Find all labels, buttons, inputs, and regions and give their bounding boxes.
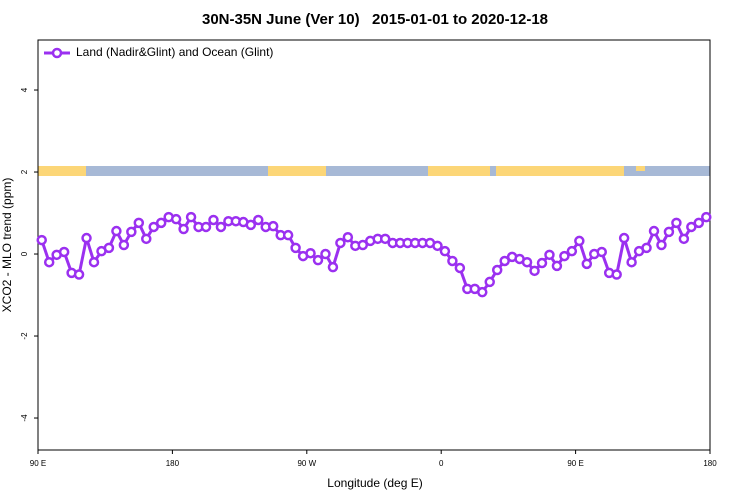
point bbox=[36, 234, 47, 246]
point bbox=[671, 217, 682, 229]
point bbox=[126, 226, 137, 238]
point bbox=[81, 232, 92, 244]
point bbox=[200, 221, 212, 233]
point bbox=[320, 248, 331, 260]
plot-frame bbox=[37, 39, 711, 451]
point bbox=[499, 255, 510, 267]
point bbox=[529, 265, 540, 277]
point bbox=[155, 217, 167, 229]
point bbox=[701, 211, 712, 223]
y-tick-label: -2 bbox=[20, 332, 29, 340]
point bbox=[454, 262, 466, 274]
point bbox=[178, 223, 189, 235]
point bbox=[357, 239, 369, 251]
y-tick-label: -4 bbox=[20, 414, 29, 422]
series-line bbox=[40, 215, 708, 294]
point bbox=[327, 261, 339, 273]
point bbox=[581, 258, 593, 270]
x-axis-label: Longitude (deg E) bbox=[327, 476, 422, 490]
y-tick-label: 4 bbox=[20, 87, 29, 92]
point bbox=[648, 225, 660, 237]
legend-marker bbox=[51, 47, 63, 59]
point bbox=[290, 242, 301, 254]
land-mask bbox=[38, 166, 710, 176]
point bbox=[574, 235, 585, 247]
point bbox=[566, 245, 578, 257]
y-tick-label: 0 bbox=[20, 251, 29, 256]
point bbox=[432, 240, 443, 252]
land-band bbox=[636, 166, 645, 171]
point bbox=[133, 217, 145, 229]
point bbox=[618, 232, 630, 244]
point bbox=[118, 239, 130, 251]
point bbox=[544, 249, 555, 261]
x-tick-label: 180 bbox=[703, 459, 717, 468]
point bbox=[521, 256, 533, 268]
point bbox=[103, 242, 115, 254]
point bbox=[43, 256, 55, 268]
x-tick-label: 180 bbox=[166, 459, 180, 468]
point bbox=[439, 245, 451, 257]
point bbox=[111, 225, 122, 237]
x-tick-label: 0 bbox=[439, 459, 444, 468]
point bbox=[536, 257, 548, 269]
x-tick-label: 90 W bbox=[297, 459, 316, 468]
point bbox=[596, 246, 607, 258]
point bbox=[611, 269, 622, 280]
ocean-band bbox=[38, 166, 710, 176]
point bbox=[282, 229, 294, 241]
point bbox=[88, 256, 100, 268]
point bbox=[484, 276, 495, 288]
land-band bbox=[268, 166, 326, 176]
legend-label: Land (Nadir&Glint) and Ocean (Glint) bbox=[76, 45, 273, 59]
land-band bbox=[38, 166, 86, 176]
point bbox=[312, 254, 324, 266]
point bbox=[305, 247, 316, 259]
point bbox=[678, 233, 690, 245]
land-band bbox=[496, 166, 624, 176]
point bbox=[693, 217, 705, 229]
point bbox=[208, 214, 219, 226]
point bbox=[447, 255, 458, 267]
point bbox=[641, 242, 652, 254]
x-tick-label: 90 E bbox=[567, 459, 583, 468]
point bbox=[58, 246, 70, 258]
point bbox=[559, 250, 570, 262]
land-band bbox=[428, 166, 490, 176]
point bbox=[491, 264, 503, 276]
point bbox=[379, 233, 391, 245]
point bbox=[253, 214, 264, 226]
point bbox=[73, 269, 85, 280]
point bbox=[477, 286, 488, 298]
point bbox=[215, 221, 227, 233]
point bbox=[335, 237, 346, 249]
point bbox=[551, 260, 563, 272]
chart-title: 30N-35N June (Ver 10) 2015-01-01 to 2020… bbox=[202, 11, 548, 28]
y-axis-label: XCO2 - MLO trend (ppm) bbox=[0, 178, 14, 313]
point bbox=[656, 239, 667, 251]
point bbox=[663, 226, 675, 238]
point bbox=[185, 211, 197, 223]
point bbox=[686, 221, 697, 233]
point bbox=[626, 256, 637, 268]
point bbox=[148, 221, 159, 233]
point bbox=[141, 233, 152, 245]
point bbox=[267, 220, 279, 232]
point bbox=[342, 231, 354, 243]
y-tick-label: 2 bbox=[20, 169, 29, 174]
x-tick-label: 90 E bbox=[30, 459, 46, 468]
point bbox=[245, 219, 257, 231]
point bbox=[170, 213, 182, 225]
